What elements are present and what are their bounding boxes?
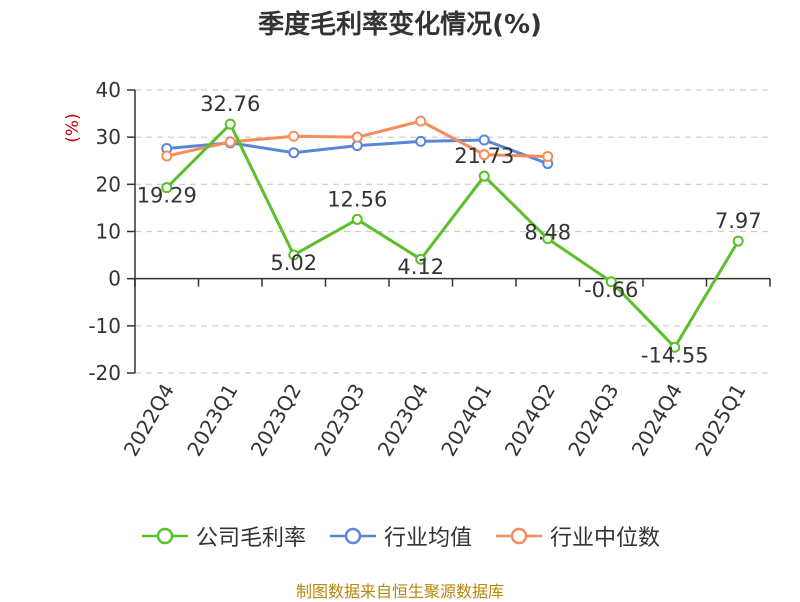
series-industry-median-point <box>224 136 236 148</box>
y-tick-label: 10 <box>96 220 121 244</box>
data-label: 7.97 <box>715 209 762 233</box>
y-tick-label: 40 <box>96 78 121 102</box>
series-company-point <box>415 253 427 265</box>
x-tick-label: 2023Q4 <box>373 380 433 461</box>
legend: 公司毛利率 行业均值 行业中位数 <box>0 520 800 552</box>
x-tick-label: 2024Q2 <box>500 380 560 461</box>
data-label: 19.29 <box>137 184 197 208</box>
series-company-point <box>351 213 363 225</box>
data-label: 32.76 <box>200 92 260 116</box>
data-label: 8.48 <box>524 221 571 245</box>
source-note: 制图数据来自恒生聚源数据库 <box>295 582 504 601</box>
series-company-point <box>605 276 617 288</box>
legend-swatch-company <box>141 527 188 545</box>
series-industry-median-point <box>351 131 363 143</box>
x-tick-label: 2025Q1 <box>690 380 750 461</box>
x-tick-label: 2024Q3 <box>563 380 623 461</box>
x-tick-label: 2024Q1 <box>436 380 496 461</box>
data-label: 4.12 <box>397 255 444 279</box>
y-tick-label: -10 <box>88 314 121 338</box>
legend-label-industry-avg: 行业均值 <box>383 526 472 551</box>
x-tick-label: 2022Q4 <box>119 380 179 461</box>
series-company-point <box>288 249 300 261</box>
legend-item-industry-avg[interactable]: 行业均值 <box>328 520 472 552</box>
legend-swatch-industry-avg <box>329 527 376 545</box>
series-industry-median-point <box>288 130 300 142</box>
series-company-point <box>224 118 236 130</box>
legend-label-industry-median: 行业中位数 <box>550 526 661 551</box>
y-tick-label: 30 <box>96 125 121 149</box>
data-label: 21.73 <box>454 144 514 168</box>
legend-item-industry-median[interactable]: 行业中位数 <box>494 520 660 552</box>
legend-item-company[interactable]: 公司毛利率 <box>140 520 306 552</box>
series-company-point <box>161 182 173 194</box>
series-industry-avg-point <box>288 147 300 159</box>
data-label: -14.55 <box>641 343 709 367</box>
series-industry-median-point <box>161 150 173 162</box>
series-industry-median-point <box>478 149 490 161</box>
series-company-line <box>165 121 740 350</box>
series-company-point <box>478 170 490 182</box>
data-label: 5.02 <box>270 251 317 275</box>
x-tick-label: 2023Q2 <box>246 380 306 461</box>
x-tick-label: 2023Q3 <box>309 380 369 461</box>
x-tick-label: 2023Q1 <box>182 380 242 461</box>
y-tick-label: -20 <box>88 361 121 385</box>
series-company-point <box>669 341 681 353</box>
series-industry-avg-point <box>478 134 490 146</box>
legend-swatch-industry-median <box>496 527 542 545</box>
x-tick-label: 2024Q4 <box>627 380 687 461</box>
series-company-point <box>732 235 744 247</box>
y-axis-label: (%) <box>63 113 83 142</box>
series-company-point <box>542 233 554 245</box>
legend-label-company: 公司毛利率 <box>195 526 306 551</box>
series-industry-median-point <box>415 115 427 127</box>
y-tick-label: 0 <box>108 267 121 291</box>
series-industry-median-point <box>542 151 554 163</box>
data-label: -0.66 <box>584 278 638 302</box>
y-tick-label: 20 <box>96 172 121 196</box>
chart-title: 季度毛利率变化情况(%) <box>258 10 542 40</box>
series-industry-avg-point <box>415 135 427 147</box>
data-label: 12.56 <box>327 187 387 211</box>
